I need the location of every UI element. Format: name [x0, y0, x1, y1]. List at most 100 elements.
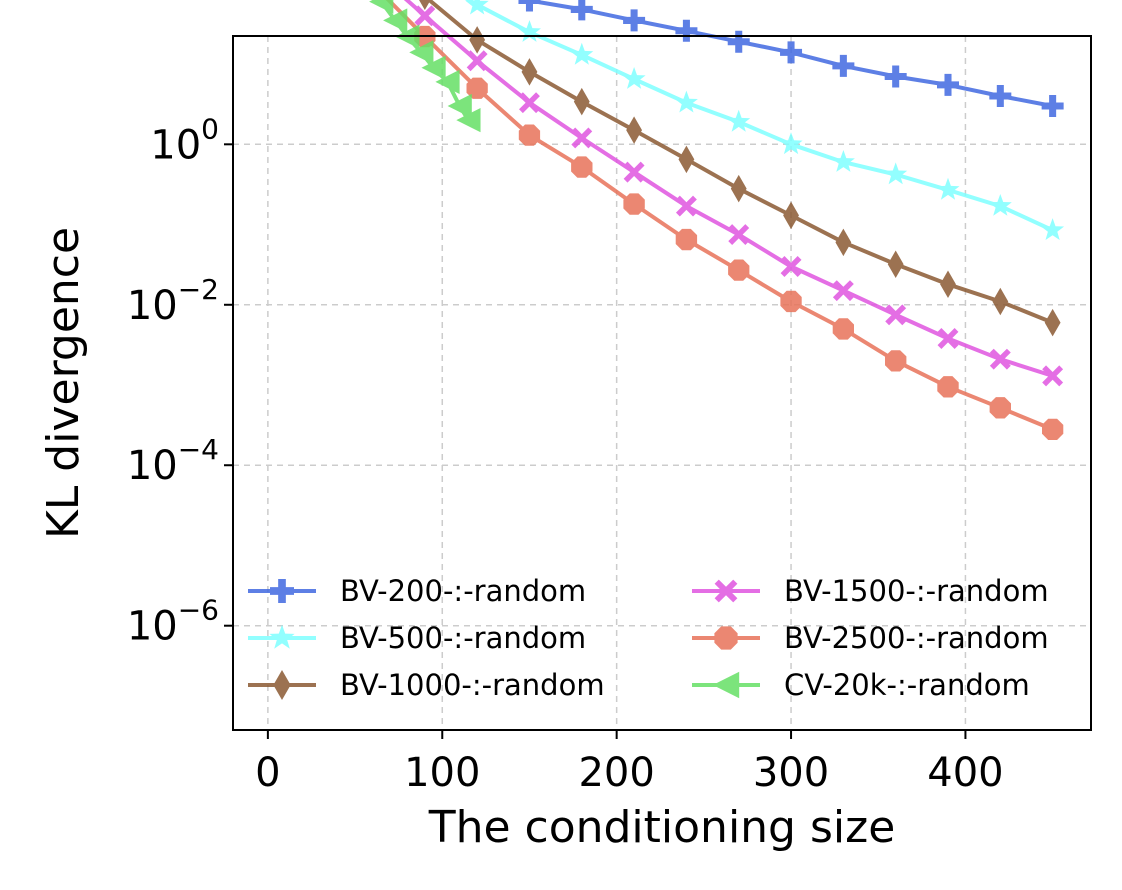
data-point: [1042, 365, 1064, 387]
data-point: [989, 348, 1011, 370]
x-tick-label: 400: [927, 750, 1003, 796]
y-tick-label: 102: [150, 0, 219, 8]
data-point: [269, 624, 295, 649]
x-tick-label: 100: [404, 750, 480, 796]
data-point: [273, 670, 291, 700]
series-line: [385, 0, 1054, 432]
data-point: [675, 19, 698, 42]
data-point: [783, 201, 799, 230]
data-point: [518, 20, 541, 42]
legend-label: BV-500-:-random: [340, 621, 586, 655]
data-point: [465, 0, 489, 15]
y-tick-label: 10−2: [127, 273, 219, 329]
data-point: [447, 93, 472, 119]
x-tick-label: 0: [255, 750, 280, 796]
data-point: [1042, 418, 1064, 440]
data-point: [779, 132, 803, 155]
data-point: [469, 26, 486, 54]
data-point: [937, 376, 959, 398]
series-line: [464, 0, 1054, 233]
legend-item: [248, 624, 316, 649]
legend-item: [692, 671, 760, 699]
data-point: [885, 304, 907, 326]
legend-label: BV-2500-:-random: [784, 621, 1049, 655]
data-point: [988, 194, 1012, 216]
grid-lines: [233, 36, 1091, 730]
series-BV-500-:-random: [464, 0, 1065, 240]
data-point: [456, 108, 481, 133]
data-point: [622, 67, 646, 89]
data-point: [831, 150, 855, 172]
data-point: [887, 250, 904, 278]
series-BV-1500-:-random: [403, 0, 1064, 387]
data-point: [728, 259, 750, 281]
y-axis-label: KL divergence: [38, 227, 89, 539]
data-point: [419, 0, 431, 11]
data-point: [1044, 308, 1061, 337]
data-point: [1041, 218, 1065, 240]
data-point: [884, 162, 908, 185]
data-point: [936, 177, 960, 200]
data-point: [571, 127, 593, 149]
x-axis-label: The conditioning size: [428, 802, 896, 853]
data-point: [466, 77, 488, 99]
data-point: [466, 50, 488, 72]
legend-item: [248, 579, 316, 603]
data-point: [937, 328, 959, 349]
data-point: [712, 671, 740, 699]
data-point: [626, 116, 643, 144]
series-BV-200-:-random: [518, 0, 1064, 118]
series-line: [426, 0, 1054, 325]
data-point: [675, 195, 697, 217]
data-point: [435, 69, 460, 94]
legend: BV-200-:-random BV-500-:-random BV-1000-:-…: [248, 574, 1049, 702]
data-point: [727, 109, 751, 132]
data-point: [570, 42, 594, 65]
x-tick-label: 300: [753, 750, 829, 796]
ticks: 010020030040010410210010−210−410−6: [127, 0, 1004, 796]
data-point: [780, 256, 802, 277]
data-point: [937, 73, 959, 96]
data-point: [884, 65, 907, 88]
data-point: [270, 579, 294, 603]
y-tick-label: 10−4: [127, 433, 219, 489]
legend-item: [248, 670, 316, 700]
legend-item: [692, 626, 760, 650]
data-point: [992, 287, 1009, 316]
data-point: [989, 397, 1011, 419]
data-point: [832, 280, 854, 302]
data-point: [730, 174, 747, 203]
series-BV-1000-:-random: [419, 0, 1061, 337]
series-BV-2500-:-random: [385, 0, 1064, 440]
data-point: [521, 58, 538, 86]
data-point: [674, 90, 698, 113]
data-point: [518, 0, 541, 12]
data-point: [714, 579, 738, 603]
data-point: [727, 30, 750, 53]
data-point: [623, 161, 645, 183]
data-point: [573, 87, 590, 116]
data-point: [780, 290, 802, 313]
data-point: [835, 228, 852, 257]
data-point: [885, 350, 907, 372]
data-point: [728, 224, 750, 246]
data-point: [414, 5, 436, 27]
data-point: [832, 318, 854, 340]
legend-item: [692, 579, 760, 603]
data-point: [421, 55, 446, 80]
data-point: [989, 85, 1012, 108]
data-point: [623, 9, 646, 32]
legend-label: BV-1500-:-random: [784, 574, 1049, 608]
y-tick-label: 10−6: [127, 594, 219, 650]
x-tick-label: 200: [578, 750, 654, 796]
data-point: [570, 0, 593, 21]
data-point: [623, 193, 645, 215]
data-point: [409, 40, 434, 65]
data-point: [383, 8, 408, 33]
data-point: [1041, 95, 1064, 118]
legend-label: CV-20k-:-random: [784, 668, 1030, 702]
data-point: [519, 92, 540, 114]
data-point: [675, 228, 698, 251]
data-point: [714, 626, 738, 650]
